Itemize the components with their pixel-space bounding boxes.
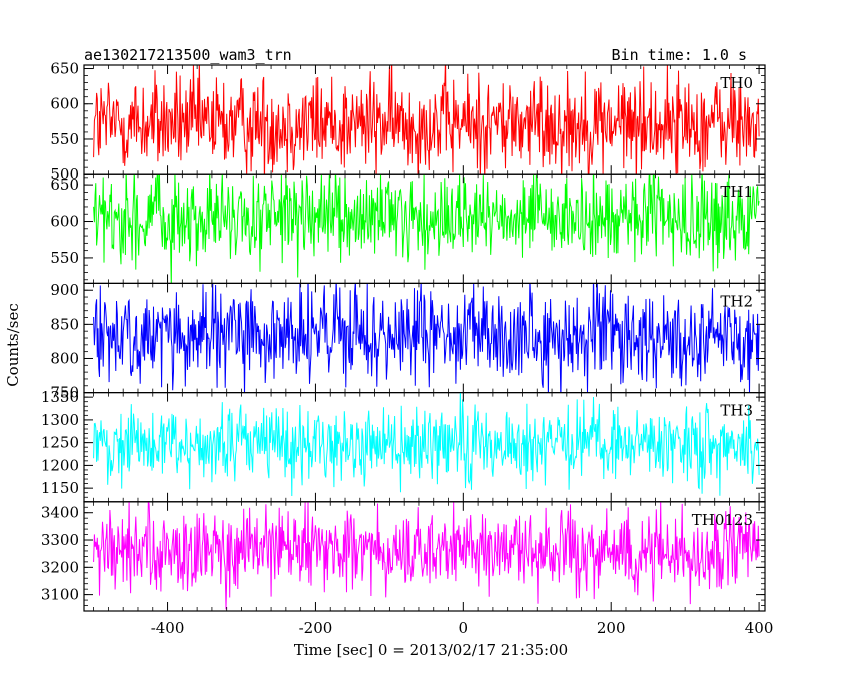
y-tick-label: 3300 [41,531,79,549]
y-tick-label: 3200 [41,558,79,576]
y-tick-label: 750 [50,384,79,402]
y-tick-label: 1300 [41,411,79,429]
x-ticks-group: -400 -200 0 200 400 [151,619,774,637]
x-tick-label: -400 [151,619,185,637]
series-line-th1 [93,174,760,284]
y-tick-label: 550 [50,249,79,267]
y-tick-label: 650 [50,60,79,78]
y-tick-label: 1350 [41,388,79,406]
bin-time-label: Bin time: 1.0 s [612,46,747,64]
panel-label-th2: TH2 [720,292,753,310]
series-line-th2 [93,283,760,393]
panel-th2: 750 800 850 900 TH2 [50,281,766,402]
y-tick-label: 3100 [41,586,79,604]
series-line-th0123 [93,501,760,610]
panels-group: 500 550 600 650 TH0 550 600 650 TH1 750 800 850 900 T… [41,60,766,612]
chart-title: ae130217213500_wam3_trn [84,46,292,64]
series-line-th0 [93,65,760,175]
panel-label-th0: TH0 [720,74,753,92]
panel-th1: 550 600 650 TH1 [50,173,766,284]
y-tick-label: 500 [50,165,79,183]
x-tick-label: 200 [597,619,626,637]
y-tick-label: 1200 [41,456,79,474]
panel-th0123: 3100 3200 3300 3400 TH0123 [41,501,766,612]
y-tick-label: 1250 [41,434,79,452]
x-tick-label: 400 [745,619,774,637]
y-tick-label: 600 [50,213,79,231]
y-tick-label: 550 [50,130,79,148]
x-axis-label: Time [sec] 0 = 2013/02/17 21:35:00 [294,641,568,659]
x-tick-label: 0 [459,619,469,637]
y-tick-label: 600 [50,95,79,113]
y-tick-label: 850 [50,315,79,333]
y-axis-label: Counts/sec [4,303,22,387]
x-tick-label: -200 [299,619,333,637]
y-tick-label: 3400 [41,504,79,522]
y-tick-label: 1150 [41,479,79,497]
series-line-th3 [93,392,760,497]
y-tick-label: 900 [50,281,79,299]
y-tick-label: 800 [50,349,79,367]
panel-label-th1: TH1 [720,183,753,201]
panel-label-th3: TH3 [720,402,753,420]
y-tick-label: 650 [50,176,79,194]
panel-label-th0123: TH0123 [692,511,753,529]
panel-th0: 500 550 600 650 TH0 [50,60,766,183]
panel-th3: 1150 1200 1250 1300 1350 TH3 [41,388,766,503]
